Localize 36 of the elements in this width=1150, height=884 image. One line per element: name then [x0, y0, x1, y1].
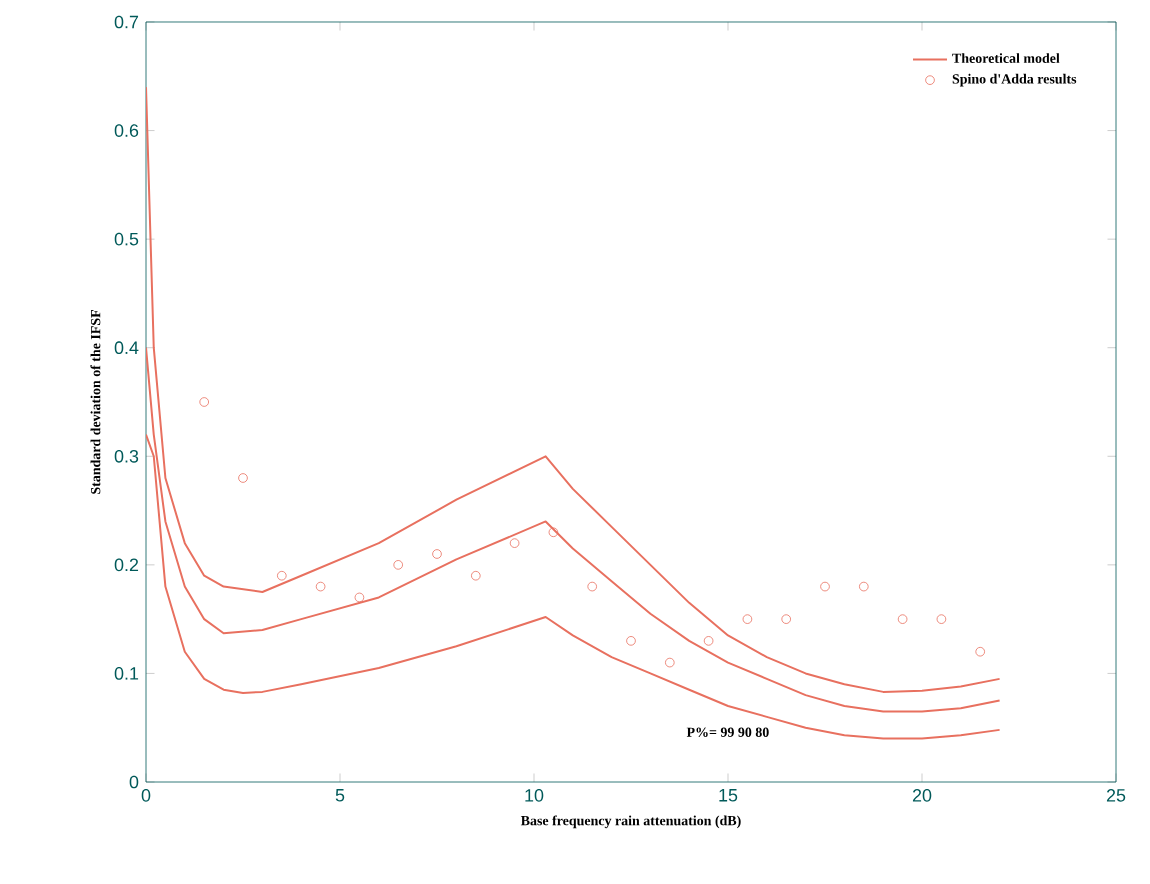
y-tick-label: 0.3 [114, 449, 139, 463]
point [471, 570, 481, 581]
point [665, 657, 675, 668]
y-tick-label: 0.5 [114, 232, 139, 246]
point [315, 581, 326, 592]
point [432, 549, 442, 559]
x-tick-label: 0 [141, 789, 151, 802]
y-tick-label: 0.2 [114, 558, 139, 572]
point [354, 592, 365, 603]
x-tick-label: 25 [1106, 789, 1126, 802]
point [393, 560, 403, 570]
point [975, 646, 985, 657]
y-tick-label: 0 [129, 775, 139, 789]
point [626, 636, 636, 646]
point [277, 570, 287, 581]
point [238, 473, 248, 483]
point [897, 614, 908, 624]
x-tick-label: 15 [719, 789, 738, 802]
point [587, 581, 597, 592]
point [199, 397, 209, 407]
y-tick-label: 0.1 [114, 667, 139, 680]
point [742, 614, 753, 624]
y-tick-label: 0.7 [114, 15, 139, 29]
point [936, 614, 947, 624]
x-tick-label: 5 [335, 789, 345, 802]
y-tick-label: 0.6 [114, 124, 139, 137]
line-series [146, 86, 1001, 693]
y-tick-label: 0.4 [114, 341, 139, 355]
point [781, 614, 791, 624]
point [820, 581, 830, 592]
x-tick-label: 20 [912, 789, 932, 802]
point [703, 636, 714, 646]
point [859, 581, 869, 592]
point [509, 538, 520, 548]
x-tick-label: 10 [525, 789, 544, 802]
point [548, 527, 559, 538]
